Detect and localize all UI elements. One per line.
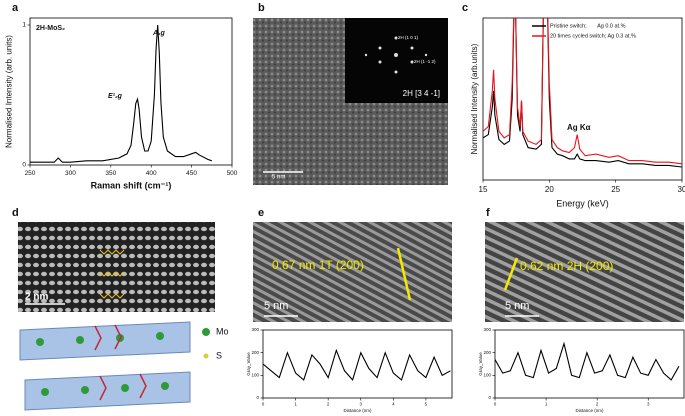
legend-label: 20 times cycled switch; Ag 0.3 at.%: [550, 33, 636, 39]
annotation: A₁g: [152, 30, 166, 37]
micrograph: [18, 222, 215, 312]
y-tick-label: 100: [483, 373, 491, 378]
x-tick-label: 500: [227, 170, 238, 177]
x-tick-label: 350: [105, 170, 116, 177]
y-tick-label: 300: [251, 327, 259, 332]
x-tick-label: 450: [186, 170, 197, 177]
x-axis-label: Energy (keV): [556, 198, 609, 208]
annotation: 0.62 nm 2H (200): [520, 259, 613, 273]
x-tick-label: 2: [327, 402, 330, 407]
x-tick-label: 3: [360, 402, 363, 407]
annotation: 0.67 nm 1T (200): [272, 258, 364, 272]
legend-marker: [203, 353, 209, 359]
panel-label: e: [258, 207, 264, 219]
y-tick-label: 200: [251, 350, 259, 355]
y-tick-label: 100: [251, 373, 259, 378]
legend-label: Mo: [216, 326, 229, 336]
micrograph: [485, 222, 684, 322]
x-tick-label: 250: [25, 170, 36, 177]
fft-label: 2H (1 0 1): [398, 35, 419, 40]
x-tick-label: 30: [678, 185, 685, 194]
data-line: [263, 348, 451, 382]
plot-frame: [482, 17, 683, 181]
x-tick-label: 4: [392, 402, 395, 407]
y-tick-label: 200: [483, 350, 491, 355]
fft-spots: [364, 36, 428, 74]
panel-label: b: [258, 2, 265, 14]
x-tick-label: 400: [146, 170, 157, 177]
crystal-model: [19, 321, 191, 411]
y-tick-label: 1: [22, 22, 26, 29]
chart-title: 2H-MoS₂: [36, 25, 65, 32]
y-tick-label: 0: [488, 395, 491, 400]
fft-inset: [345, 18, 448, 103]
data-line: [30, 24, 212, 163]
x-tick-label: 300: [65, 170, 76, 177]
measure-line: [396, 247, 412, 301]
y-tick-label: 300: [483, 327, 491, 332]
scale-label: 5 nm: [272, 175, 285, 181]
data-line: [483, 18, 682, 165]
y-axis-label: Gray_Value: [246, 352, 251, 376]
x-axis-label: Distance (nm): [343, 408, 372, 413]
legend-label: Pristine switch; Ag 0.0 at.%: [550, 23, 626, 29]
x-tick-label: 2: [596, 402, 599, 407]
x-tick-label: 1: [294, 402, 297, 407]
scale-label: 5 nm: [505, 300, 529, 312]
annotation: Ag Kα: [567, 123, 591, 132]
y-axis-label: Normalised Intensity (arb. units): [4, 35, 13, 148]
x-tick-label: 25: [611, 185, 620, 194]
y-tick-label: 0: [256, 395, 259, 400]
overlay: [99, 249, 125, 299]
micrograph: [253, 222, 452, 322]
x-tick-label: 0: [262, 402, 265, 407]
x-tick-label: 20: [545, 185, 554, 194]
plot-frame: [494, 329, 685, 399]
legend-label: S: [216, 350, 222, 360]
panel-label: a: [12, 2, 19, 14]
x-axis-label: Raman shift (cm⁻¹): [91, 180, 172, 190]
x-axis-label: Distance (nm): [575, 408, 604, 413]
scale-label: 2 nm: [25, 292, 48, 303]
panel-label: c: [462, 2, 468, 14]
x-tick-label: 0: [494, 402, 497, 407]
plot-frame: [29, 17, 233, 166]
measure-line: [503, 257, 519, 291]
x-tick-label: 1: [545, 402, 548, 407]
inset-label: 2H [3 4 -1]: [403, 89, 440, 98]
panel-label: f: [486, 207, 490, 219]
panel-label: d: [12, 207, 19, 219]
scale-label: 5 nm: [264, 300, 288, 312]
y-tick-label: 0: [22, 162, 26, 169]
annotation: E¹₂g: [108, 93, 123, 100]
y-axis-label: Normalised Intensity (arb.units): [470, 43, 479, 154]
x-tick-label: 5: [425, 402, 428, 407]
legend-marker: [202, 328, 210, 336]
data-line: [495, 341, 680, 381]
y-axis-label: Gray_Value: [478, 352, 483, 376]
x-tick-label: 3: [647, 402, 650, 407]
data-line: [483, 18, 682, 168]
fft-label: 2H (1 -1 2): [414, 59, 436, 64]
x-tick-label: 15: [479, 185, 488, 194]
